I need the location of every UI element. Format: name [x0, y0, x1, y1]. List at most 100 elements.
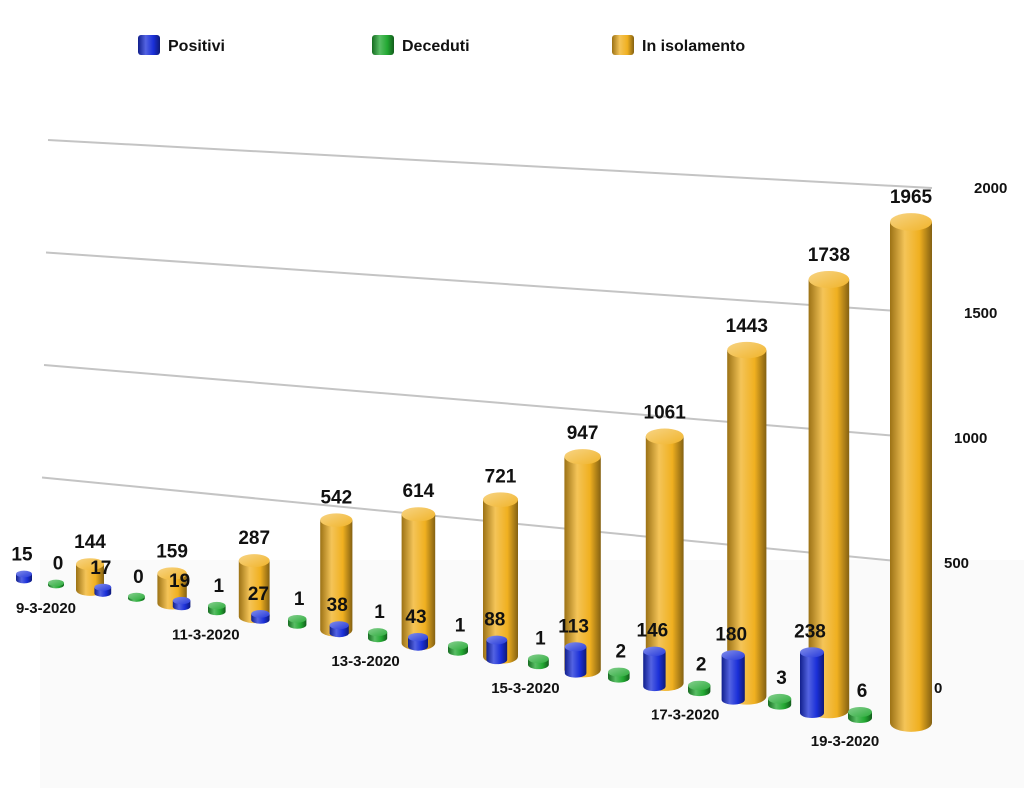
bar-in-isolamento-14-3-2020 — [483, 492, 518, 664]
data-label-in-isolamento: 1061 — [644, 402, 687, 423]
legend-item-deceduti: Deceduti — [372, 35, 470, 55]
data-label-positivi: 19 — [169, 571, 190, 592]
data-label-positivi: 17 — [90, 558, 111, 579]
bar-deceduti-11-3-2020 — [208, 601, 226, 616]
y-tick-label: 500 — [944, 555, 969, 572]
bar-body — [320, 520, 353, 637]
data-label-in-isolamento: 144 — [74, 532, 106, 553]
x-tick-label: 15-3-2020 — [491, 680, 559, 697]
bar-positivi-12-3-2020 — [251, 610, 270, 624]
x-tick-label: 9-3-2020 — [16, 600, 76, 617]
bar-cap — [401, 507, 436, 522]
bar-body — [721, 655, 745, 705]
bar-cap — [486, 635, 508, 645]
data-label-in-isolamento: 542 — [320, 487, 352, 508]
data-label-positivi: 27 — [248, 584, 269, 605]
x-tick-label: 17-3-2020 — [651, 706, 719, 723]
bar-cap — [238, 554, 270, 568]
bar-body — [238, 560, 270, 624]
bar-cap — [528, 654, 549, 664]
x-tick-label: 13-3-2020 — [331, 653, 399, 670]
gridline-1500 — [45, 251, 928, 314]
data-label-positivi: 38 — [327, 595, 348, 616]
bar-in-isolamento-15-3-2020 — [564, 449, 601, 678]
bar-positivi-18-3-2020 — [721, 650, 745, 705]
bar-deceduti-14-3-2020 — [448, 641, 468, 656]
data-label-deceduti: 1 — [535, 628, 546, 649]
data-label-in-isolamento: 159 — [156, 541, 188, 562]
bar-body — [483, 499, 518, 664]
data-label-deceduti: 1 — [455, 615, 466, 636]
bar-body — [727, 350, 767, 705]
bar-cap — [76, 558, 104, 570]
y-axis: 0 500 1000 1500 2000 — [934, 180, 1007, 697]
legend-swatch — [372, 35, 394, 55]
y-tick-label: 1500 — [964, 305, 997, 322]
floor-shadow — [40, 560, 1024, 788]
bar-cap — [408, 632, 428, 642]
bar-positivi-17-3-2020 — [643, 646, 666, 692]
data-label-in-isolamento: 1738 — [808, 245, 850, 266]
bar-positivi-11-3-2020 — [172, 596, 191, 611]
bar-cap — [208, 601, 226, 610]
bar-cap — [645, 428, 684, 445]
bar-cap — [848, 706, 872, 718]
data-label-positivi: 15 — [11, 545, 33, 566]
bar-body — [564, 646, 587, 678]
bar-body — [401, 514, 436, 651]
bar-cap — [94, 583, 112, 591]
data-label-deceduti: 0 — [133, 567, 144, 588]
bar-cap — [890, 213, 932, 231]
gridlines — [41, 139, 933, 564]
data-label-positivi: 113 — [558, 616, 589, 637]
bar-cap — [329, 621, 349, 630]
legend-swatch — [138, 35, 160, 55]
bar-deceduti-16-3-2020 — [608, 667, 630, 683]
bar-in-isolamento-13-3-2020 — [401, 507, 436, 651]
data-label-in-isolamento: 721 — [485, 466, 517, 487]
bar-cap — [16, 570, 32, 578]
bar-deceduti-19-3-2020 — [848, 706, 872, 724]
bar-deceduti-15-3-2020 — [528, 654, 549, 670]
bar-cap — [768, 693, 792, 704]
legend-item-positivi: Positivi — [138, 35, 225, 55]
bar-cap — [688, 680, 711, 691]
bar-cap — [251, 610, 270, 618]
bar-in-isolamento-18-3-2020 — [808, 271, 850, 719]
bar-cap — [320, 513, 353, 527]
data-label-deceduti: 1 — [214, 576, 225, 597]
bar-in-isolamento-11-3-2020 — [238, 554, 270, 624]
bar-cap — [721, 650, 745, 661]
bar-cap — [157, 567, 187, 580]
bar-body — [564, 456, 601, 678]
bar-cap — [800, 647, 824, 658]
bar-in-isolamento-19-3-2020 — [890, 213, 932, 732]
bar-positivi-19-3-2020 — [800, 647, 824, 719]
bar-deceduti-10-3-2020 — [127, 592, 145, 602]
y-tick-label: 1000 — [954, 430, 987, 447]
data-label-positivi: 43 — [405, 607, 426, 628]
data-label-in-isolamento: 287 — [238, 528, 270, 549]
bar-positivi-13-3-2020 — [329, 621, 349, 638]
gridline-2000 — [47, 139, 933, 189]
data-label-deceduti: 2 — [696, 655, 707, 676]
bar-deceduti-18-3-2020 — [768, 693, 792, 710]
bar-in-isolamento-17-3-2020 — [727, 341, 767, 705]
gridline-1000 — [43, 364, 923, 439]
data-label-deceduti: 0 — [53, 554, 64, 575]
bar-body — [890, 221, 932, 732]
bar-cap — [564, 642, 587, 652]
data-label-deceduti: 1 — [294, 589, 305, 610]
bar-deceduti-13-3-2020 — [368, 628, 388, 643]
bar-deceduti-12-3-2020 — [288, 615, 307, 629]
bar-in-isolamento-16-3-2020 — [645, 428, 684, 692]
x-axis: 9-3-2020 11-3-2020 13-3-2020 15-3-2020 17-3-… — [16, 600, 879, 750]
bar-cap — [288, 615, 307, 623]
bar-cap — [643, 646, 666, 657]
legend-label: Deceduti — [402, 38, 470, 55]
bar-positivi-10-3-2020 — [94, 583, 112, 597]
data-label-positivi: 146 — [637, 621, 669, 642]
bar-cap — [172, 596, 191, 605]
